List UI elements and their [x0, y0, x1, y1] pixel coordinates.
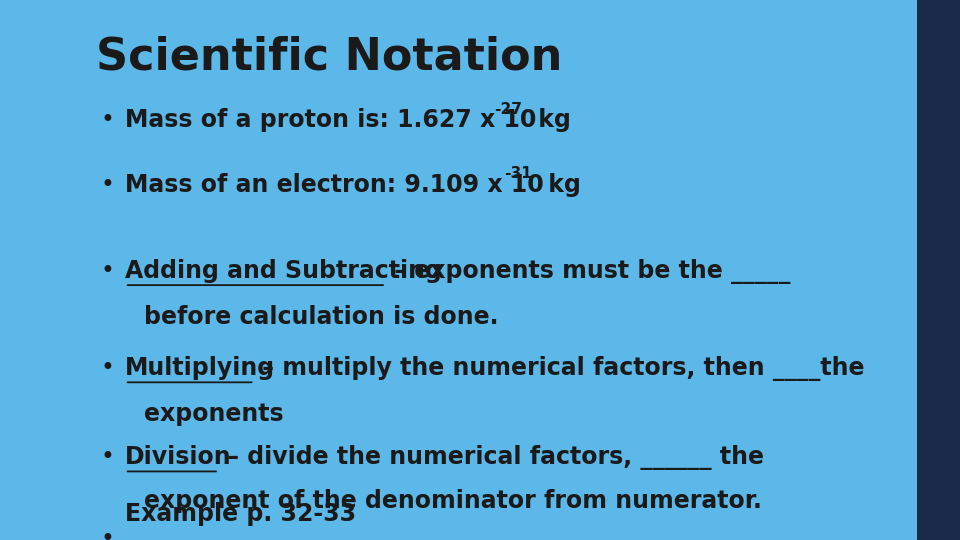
Text: •: •: [101, 108, 114, 132]
Text: -31: -31: [504, 166, 532, 181]
Text: •: •: [101, 173, 114, 197]
Text: exponents: exponents: [144, 402, 283, 426]
Text: •: •: [101, 356, 114, 380]
Text: exponent of the denominator from numerator.: exponent of the denominator from numerat…: [144, 489, 762, 512]
Text: – multiply the numerical factors, then ____the: – multiply the numerical factors, then _…: [254, 356, 865, 381]
Text: before calculation is done.: before calculation is done.: [144, 305, 498, 329]
Text: Mass of a proton is: 1.627 x 10: Mass of a proton is: 1.627 x 10: [125, 108, 537, 132]
Text: Mass of an electron: 9.109 x 10: Mass of an electron: 9.109 x 10: [125, 173, 543, 197]
Text: Division: Division: [125, 446, 231, 469]
Text: kg: kg: [530, 108, 571, 132]
Text: Scientific Notation: Scientific Notation: [96, 35, 563, 78]
Text: – exponents must be the _____: – exponents must be the _____: [386, 259, 790, 284]
Text: – divide the numerical factors, ______ the: – divide the numerical factors, ______ t…: [219, 446, 764, 470]
Text: kg: kg: [540, 173, 581, 197]
Text: Multiplying: Multiplying: [125, 356, 275, 380]
Text: -27: -27: [494, 102, 522, 117]
Text: Example p. 32-33: Example p. 32-33: [125, 503, 356, 526]
Text: •: •: [101, 446, 114, 469]
Text: •: •: [101, 526, 114, 540]
FancyBboxPatch shape: [917, 0, 960, 540]
Text: •: •: [101, 259, 114, 283]
Text: Adding and Subtracting: Adding and Subtracting: [125, 259, 442, 283]
